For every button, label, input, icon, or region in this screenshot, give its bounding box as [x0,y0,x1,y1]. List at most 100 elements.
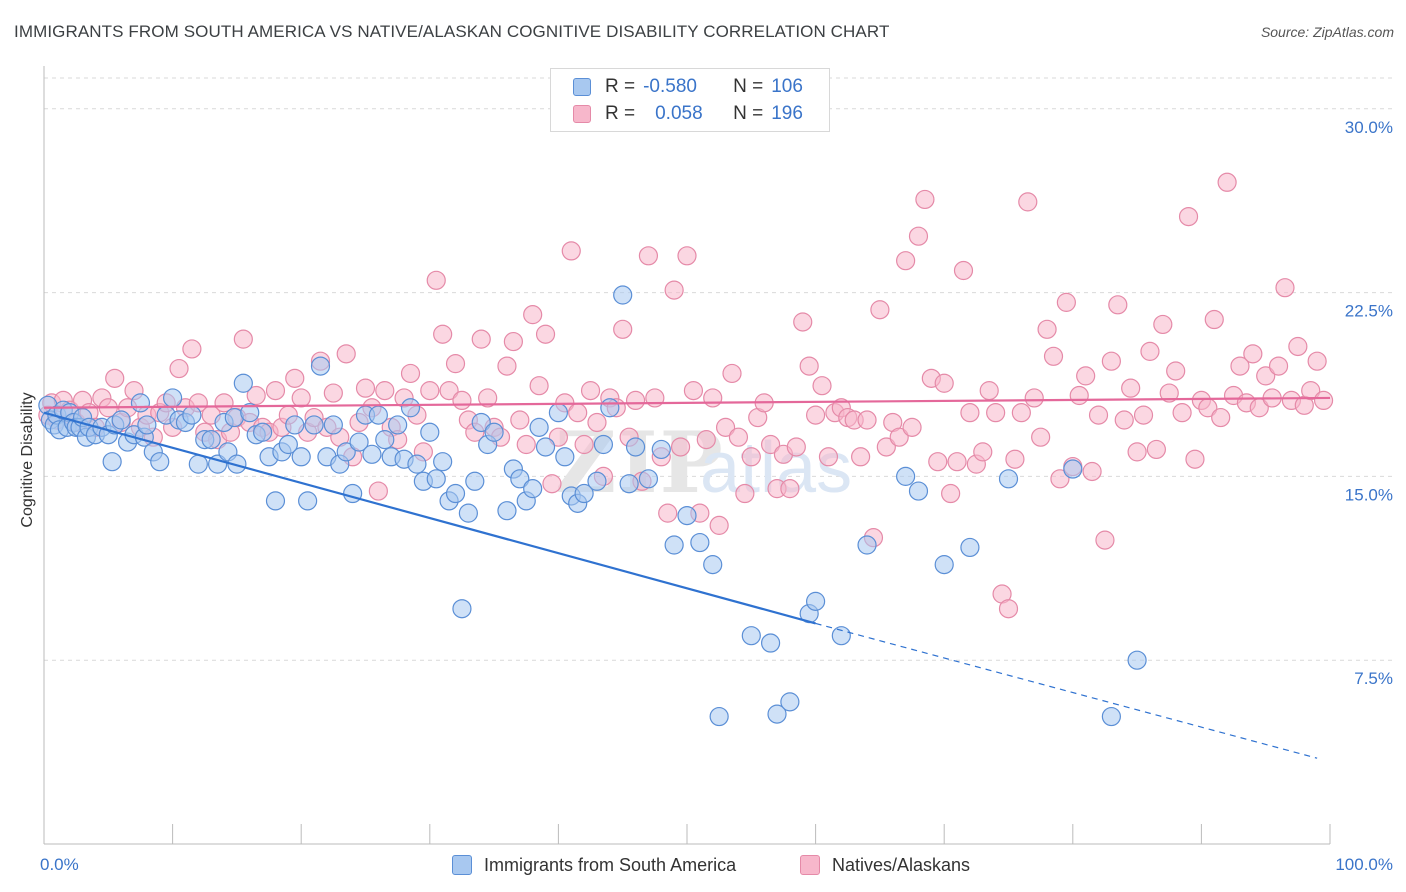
gridlines [44,77,1392,661]
natives-point-113 [760,434,781,455]
natives-point-164 [1088,405,1109,425]
immigrants-point-56 [336,442,356,462]
natives-point-171 [1133,405,1154,425]
natives-point-186 [1230,356,1250,376]
legend-n-label: N = [733,76,764,97]
natives-point-23 [182,339,202,359]
natives-point-133 [889,427,909,447]
natives-point-166 [1101,351,1121,371]
natives-point-94 [638,246,659,266]
natives-point-163 [1082,461,1102,482]
immigrants-point-111 [831,626,851,646]
natives-point-139 [928,452,948,472]
natives-point-152 [1011,403,1031,423]
natives-point-193 [1275,278,1295,298]
legend-n-value: 106 [771,76,803,97]
natives-point-53 [375,381,395,401]
natives-point-11 [105,368,125,388]
natives-point-146 [973,442,993,462]
legend-item-natives: Natives/Alaskans [800,851,970,879]
natives-point-50 [355,378,376,398]
natives-point-95 [645,388,665,408]
immigrants-point-95 [613,285,633,305]
immigrants-point-119 [1101,706,1121,727]
natives-point-178 [1178,206,1199,227]
immigrants-point-112 [857,535,877,555]
natives-point-174 [1153,314,1173,335]
legend-r-value: 0.058 [655,103,703,124]
legend-n-label: N = [733,103,764,124]
natives-point-80 [548,427,569,447]
natives-point-120 [805,405,826,425]
immigrants-point-62 [375,430,395,450]
immigrants-point-117 [998,469,1019,489]
immigrants-point-99 [651,439,671,460]
natives-point-184 [1217,172,1237,192]
natives-point-109 [735,483,755,504]
immigrants-point-107 [767,704,787,724]
immigrants-point-76 [465,471,485,491]
natives-point-162 [1076,366,1096,386]
immigrants-point-41 [240,403,260,423]
immigrants-point-66 [400,398,421,418]
y-tick-label-0: 7.5% [1354,669,1393,688]
natives-point-39 [285,368,305,388]
natives-point-188 [1243,344,1263,364]
legend-r-label: R = [605,103,636,124]
natives-point-31 [233,329,253,349]
natives-point-90 [613,319,633,339]
immigrants-point-47 [278,434,298,455]
immigrants-point-71 [433,452,453,472]
immigrants-point-80 [497,501,517,521]
legend-item-immigrants: Immigrants from South America [452,851,736,879]
immigrants-point-32 [188,454,208,474]
natives-point-21 [169,358,189,379]
natives-point-86 [587,412,607,433]
natives-point-76 [523,305,543,325]
immigrants-point-24 [137,415,157,435]
source-label: Source: ZipAtlas.com [1260,24,1394,40]
natives-point-40 [291,388,311,408]
immigrants-point-84 [523,479,543,499]
natives-point-157 [1043,346,1064,366]
natives-point-52 [368,481,388,501]
natives-point-83 [568,403,588,423]
legend-row-pink: R = 0.058 N = 196 [573,101,803,127]
natives-point-172 [1140,341,1160,361]
immigrants-point-114 [908,481,929,501]
immigrants-point-98 [638,469,659,489]
immigrants-point-103 [703,555,723,575]
natives-point-151 [1005,449,1025,469]
immigrants-point-105 [741,626,761,646]
natives-point-156 [1037,319,1057,339]
immigrants-point-49 [291,447,311,467]
natives-point-79 [542,474,562,494]
natives-point-161 [1069,385,1089,406]
immigrants-point-86 [535,437,556,457]
immigrants-point-48 [285,415,305,435]
natives-point-158 [1050,469,1070,489]
natives-point-57 [400,363,421,384]
natives-point-107 [722,363,742,384]
natives-point-192 [1268,356,1289,376]
natives-point-62 [433,324,453,344]
legend-swatch-immigrants [452,855,472,875]
immigrants-point-67 [407,454,427,474]
natives-point-64 [445,354,466,374]
natives-point-61 [426,270,446,290]
natives-point-77 [529,376,549,396]
natives-point-69 [478,388,498,408]
natives-point-136 [908,226,929,246]
correlation-legend: R = -0.580 N = 106 R = 0.058 N = 196 [550,68,830,132]
natives-point-118 [793,312,813,332]
immigrants-point-70 [426,469,446,489]
immigrants-point-92 [587,471,607,491]
immigrants-point-45 [265,491,286,511]
immigrants-point-116 [960,537,980,558]
natives-point-167 [1108,295,1128,315]
natives-point-182 [1204,309,1224,330]
natives-point-103 [696,430,716,450]
natives-point-154 [1024,388,1044,408]
immigrants-point-82 [510,469,530,489]
natives-point-137 [915,189,935,210]
